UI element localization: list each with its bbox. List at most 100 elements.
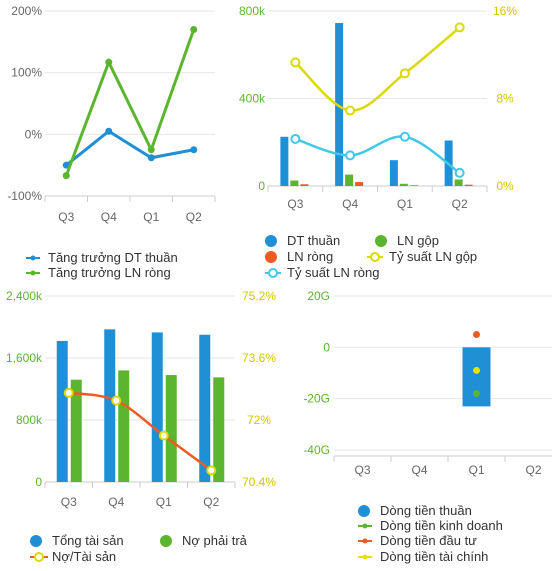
- c3-bar-1: [70, 379, 82, 482]
- c4-x-tick-label: Q2: [525, 463, 541, 477]
- c3-legend-tts-swatch: [30, 535, 42, 547]
- c3-y-right-tick-label: 75.2%: [242, 289, 276, 303]
- c2-legend-dt-label: DT thuần: [287, 233, 340, 248]
- c4-y-tick-label: 20G: [307, 289, 330, 303]
- c4-legend-2-label: Dòng tiền đầu tư: [380, 533, 477, 548]
- c3-legend-npt-label: Nợ phải trả: [182, 533, 248, 548]
- c2-legend-tsrong-swatch-ring: [268, 268, 278, 278]
- c1-legend-0-swatch-dot: [30, 255, 36, 261]
- c1-series-line-1: [64, 29, 196, 177]
- c3-line-point: [206, 465, 217, 476]
- c1-legend-1-swatch-dot: [30, 270, 36, 276]
- c4-bar-dong-tien-thuan: [462, 347, 491, 407]
- c3-bar-1: [165, 375, 177, 482]
- c2-legend-tsrong-label: Tỷ suất LN ròng: [287, 265, 380, 280]
- c2-y-left-tick-label: 400k: [239, 92, 266, 106]
- c3-y-right-tick-label: 73.6%: [242, 351, 276, 365]
- c2-x-tick-label: Q4: [342, 197, 358, 211]
- c2-x-tick-label: Q3: [287, 197, 303, 211]
- c4-legend-0-label: Dòng tiền thuần: [380, 503, 472, 518]
- c1-x-tick-label: Q2: [186, 210, 202, 224]
- c2-line-point-1: [454, 167, 465, 178]
- c2-x-tick-label: Q2: [452, 197, 468, 211]
- c3-x-tick-label: Q4: [108, 495, 124, 509]
- c2-line-point-1: [290, 133, 301, 144]
- c1-legend-0-label: Tăng trưởng DT thuần: [48, 250, 178, 265]
- c2-bar-1: [290, 180, 299, 186]
- c1-x-tick-label: Q3: [58, 210, 74, 224]
- c2-legend-lngop-swatch: [375, 235, 387, 247]
- c2-x-tick-label: Q1: [397, 197, 413, 211]
- c3-legend-tts-label: Tổng tài sản: [52, 533, 124, 548]
- c3-y-right-tick-label: 72%: [247, 413, 271, 427]
- c3-legend-ratio-ring: [34, 552, 44, 562]
- c2-bar-2: [409, 185, 418, 186]
- c4-x-tick-label: Q3: [354, 463, 370, 477]
- c4-x-tick-label: Q4: [411, 463, 427, 477]
- c3-line-point: [158, 430, 169, 441]
- c3-y-left-tick-label: 800k: [16, 413, 43, 427]
- c3-y-left-tick-label: 2,400k: [6, 289, 43, 303]
- c4-x-tick-label: Q1: [468, 463, 484, 477]
- c2-bar-0: [335, 23, 344, 186]
- c3-x-tick-label: Q2: [203, 495, 219, 509]
- c3-y-right-tick-label: 70.4%: [242, 475, 276, 489]
- c2-line-0: [294, 26, 461, 112]
- c1-series-line-0: [65, 129, 195, 167]
- c1-y-tick-label: 100%: [11, 66, 42, 80]
- c1-point: [147, 154, 155, 162]
- c2-y-right-tick-label: 16%: [493, 4, 517, 18]
- c1-x-tick-label: Q4: [101, 210, 117, 224]
- c1-x-tick-label: Q1: [143, 210, 159, 224]
- c4-legend-1-label: Dòng tiền kinh doanh: [380, 518, 503, 533]
- c2-line-point-0: [290, 57, 301, 68]
- c4-point-2: [473, 331, 480, 338]
- c1-point: [62, 172, 70, 180]
- c1-y-tick-label: 0%: [25, 127, 43, 141]
- c1-y-tick-label: -100%: [7, 189, 42, 203]
- c2-line-point-0: [454, 22, 465, 33]
- c2-bar-0: [280, 136, 289, 186]
- c2-y-right-tick-label: 8%: [496, 92, 514, 106]
- c2-y-left-tick-label: 0: [258, 179, 265, 193]
- c2-bar-1: [345, 174, 354, 186]
- c4-y-tick-label: -40G: [303, 443, 330, 457]
- c3-legend-npt-swatch: [160, 535, 172, 547]
- c4-legend-1-swatch-dot: [362, 523, 368, 529]
- c1-point: [190, 146, 198, 154]
- c4-legend-2-swatch-dot: [362, 538, 368, 544]
- c2-y-right-tick-label: 0%: [496, 179, 514, 193]
- c3-bar-0: [151, 332, 163, 482]
- c1-point: [105, 58, 113, 66]
- c1-point: [147, 146, 155, 154]
- c2-legend-lnrong-swatch: [265, 251, 277, 263]
- c1-legend-1-label: Tăng trưởng LN ròng: [48, 265, 171, 280]
- c2-legend-tsgop-swatch-ring: [370, 252, 380, 262]
- c3-line-0: [68, 391, 212, 472]
- c2-bar-1: [399, 183, 408, 186]
- c3-y-left-tick-label: 0: [35, 475, 42, 489]
- c4-point-3: [473, 366, 480, 374]
- c2-bar-0: [389, 160, 398, 186]
- c2-bar-1: [454, 179, 463, 186]
- c4-legend-3-label: Dòng tiền tài chính: [380, 549, 488, 564]
- c3-bar-0: [104, 329, 116, 482]
- c2-line-1: [294, 135, 461, 174]
- c1-point: [105, 127, 113, 135]
- c2-legend-lngop-label: LN gộp: [397, 233, 439, 248]
- c2-y-left-tick-label: 800k: [239, 4, 266, 18]
- c2-legend-lnrong-label: LN ròng: [287, 249, 333, 264]
- c4-point-1: [473, 390, 480, 398]
- c3-bar-0: [199, 334, 211, 482]
- c1-point: [190, 26, 198, 33]
- c1-y-tick-label: 200%: [11, 4, 42, 18]
- c3-legend-ratio-label: Nợ/Tài sản: [52, 549, 116, 564]
- c3-y-left-tick-label: 1,600k: [6, 351, 43, 365]
- c2-line-point-1: [345, 150, 356, 161]
- c2-legend-tsgop-label: Tỷ suất LN gộp: [389, 249, 477, 264]
- c2-bar-2: [464, 184, 473, 186]
- c3-x-tick-label: Q1: [156, 495, 172, 509]
- c2-line-point-1: [399, 131, 410, 142]
- c3-bar-1: [118, 370, 130, 482]
- c4-y-tick-label: 0: [323, 340, 330, 354]
